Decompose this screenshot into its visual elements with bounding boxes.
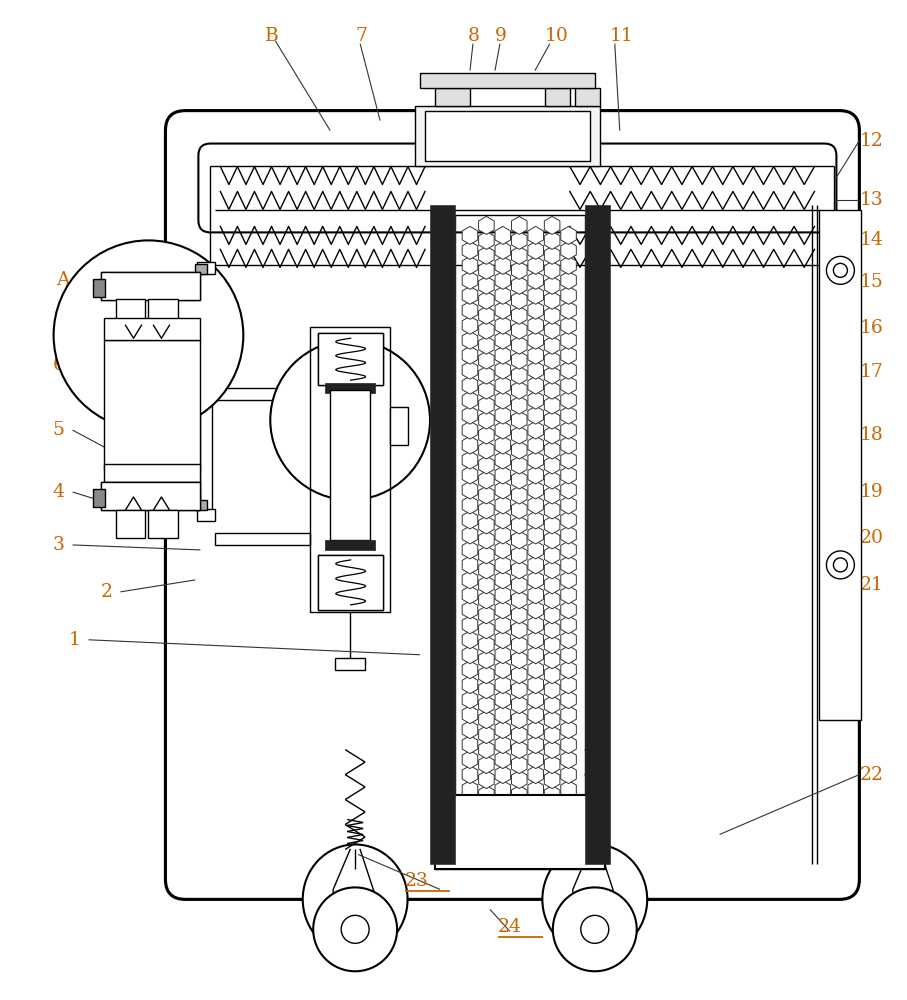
Bar <box>585 205 610 864</box>
Bar <box>425 111 590 161</box>
Bar <box>310 327 390 612</box>
Bar <box>326 383 375 393</box>
Circle shape <box>270 340 430 500</box>
Bar <box>215 388 310 400</box>
Bar <box>575 88 600 106</box>
Circle shape <box>834 558 847 572</box>
Text: A: A <box>55 271 69 289</box>
Bar <box>420 73 595 88</box>
Bar <box>318 333 383 385</box>
Ellipse shape <box>542 844 648 954</box>
Bar <box>115 510 145 538</box>
Bar <box>103 340 200 470</box>
Bar <box>435 795 605 869</box>
Text: 19: 19 <box>859 483 883 501</box>
Bar <box>326 540 375 550</box>
Bar <box>330 390 370 540</box>
FancyBboxPatch shape <box>199 144 836 232</box>
Bar <box>103 318 200 340</box>
Bar <box>336 658 366 670</box>
Bar <box>435 795 605 869</box>
Text: B: B <box>265 27 279 45</box>
Circle shape <box>341 915 369 943</box>
Bar <box>455 215 585 864</box>
Text: 1: 1 <box>69 631 81 649</box>
Text: 24: 24 <box>498 918 522 936</box>
Circle shape <box>826 256 854 284</box>
Bar <box>101 272 200 300</box>
Bar <box>823 213 858 717</box>
Circle shape <box>834 263 847 277</box>
Text: 13: 13 <box>859 191 883 209</box>
Text: 16: 16 <box>859 319 883 337</box>
Bar <box>318 333 383 385</box>
Bar <box>415 106 600 166</box>
Bar <box>101 482 200 510</box>
Circle shape <box>580 915 609 943</box>
Text: 20: 20 <box>859 529 883 547</box>
Circle shape <box>313 887 397 971</box>
Bar <box>198 262 215 274</box>
Text: 12: 12 <box>859 132 883 150</box>
Bar <box>819 210 862 720</box>
Bar <box>115 299 145 325</box>
Bar <box>198 509 215 521</box>
Text: 17: 17 <box>859 363 883 381</box>
Text: 18: 18 <box>859 426 883 444</box>
Bar <box>430 205 455 864</box>
Circle shape <box>553 887 637 971</box>
Bar <box>195 264 208 274</box>
Bar <box>149 299 179 325</box>
Text: 23: 23 <box>405 872 429 890</box>
Text: 8: 8 <box>468 27 480 45</box>
Ellipse shape <box>303 844 407 954</box>
Text: 6: 6 <box>53 356 64 374</box>
Bar <box>103 340 200 470</box>
FancyBboxPatch shape <box>165 111 859 899</box>
Text: 9: 9 <box>495 27 507 45</box>
Bar <box>101 272 200 300</box>
Text: 22: 22 <box>859 766 883 784</box>
Bar <box>215 533 310 545</box>
Circle shape <box>54 240 243 430</box>
Bar <box>545 88 570 106</box>
Bar <box>318 555 383 610</box>
Text: 2: 2 <box>101 583 112 601</box>
Text: 15: 15 <box>859 273 883 291</box>
Bar <box>103 464 200 482</box>
Bar <box>195 500 208 510</box>
Text: 5: 5 <box>53 421 64 439</box>
Bar <box>318 555 383 610</box>
Bar <box>435 88 470 106</box>
Circle shape <box>826 551 854 579</box>
Text: 14: 14 <box>859 231 883 249</box>
Bar <box>101 482 200 510</box>
Bar <box>149 510 179 538</box>
Text: 7: 7 <box>356 27 367 45</box>
Bar <box>93 489 104 507</box>
Text: 11: 11 <box>610 27 633 45</box>
Bar <box>390 407 408 445</box>
Text: 4: 4 <box>53 483 64 501</box>
Text: 21: 21 <box>859 576 883 594</box>
Text: 10: 10 <box>545 27 569 45</box>
Bar <box>93 279 104 297</box>
Text: 3: 3 <box>53 536 64 554</box>
